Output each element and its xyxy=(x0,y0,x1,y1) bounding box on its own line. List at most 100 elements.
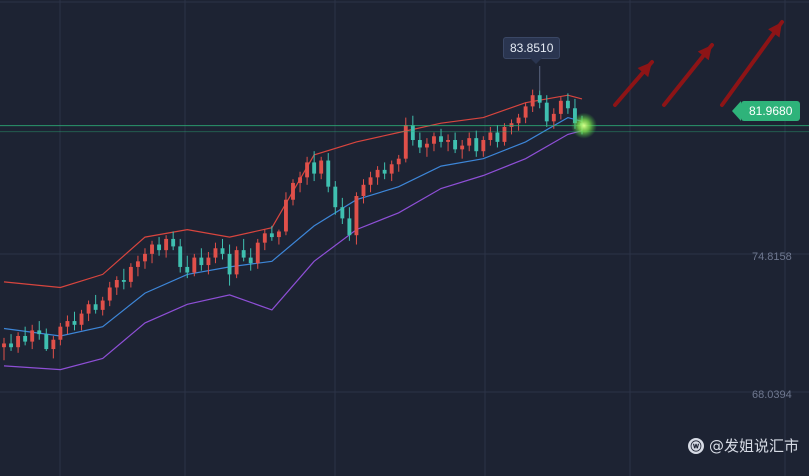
candle xyxy=(100,296,105,316)
candle xyxy=(192,253,197,277)
candle xyxy=(432,132,436,152)
candle xyxy=(305,156,310,185)
candle xyxy=(248,248,253,271)
candle xyxy=(453,132,458,154)
candle xyxy=(488,126,493,146)
weibo-icon: ⓦ xyxy=(687,437,704,454)
candle xyxy=(424,138,429,157)
candle-body xyxy=(2,343,6,348)
candle-body xyxy=(502,126,507,142)
candle xyxy=(340,197,345,224)
candle-body xyxy=(135,261,140,267)
candle-body xyxy=(312,162,317,174)
candle xyxy=(220,238,225,260)
candle-body xyxy=(446,140,451,142)
candle xyxy=(128,263,133,288)
candle xyxy=(171,231,176,251)
candle-body xyxy=(37,330,42,335)
candle xyxy=(537,90,542,109)
candle-body xyxy=(199,257,204,266)
candle xyxy=(121,268,126,290)
candle xyxy=(241,238,246,262)
candle xyxy=(403,117,408,163)
candle xyxy=(368,171,373,193)
candle-body xyxy=(128,266,133,282)
candle-body xyxy=(544,102,549,122)
candle-body xyxy=(424,143,429,148)
candle-body xyxy=(241,250,246,258)
candle xyxy=(530,89,535,112)
candle-body xyxy=(523,106,528,118)
candle xyxy=(227,244,232,286)
candle-body xyxy=(100,300,105,310)
candle-body xyxy=(58,326,63,340)
candle xyxy=(481,136,486,157)
candle xyxy=(284,192,288,236)
candle-body xyxy=(516,117,521,124)
candle-body xyxy=(565,100,570,109)
candle-body xyxy=(439,136,443,142)
candle-body xyxy=(453,140,458,150)
candle xyxy=(544,95,549,127)
candle xyxy=(333,181,338,215)
chart-overlays xyxy=(0,66,809,139)
candle xyxy=(234,246,239,279)
candle-body xyxy=(255,242,260,264)
candle xyxy=(51,336,56,359)
candle-body xyxy=(481,140,486,152)
candle xyxy=(262,229,267,251)
candle-body xyxy=(185,266,190,273)
candle-body xyxy=(354,196,359,236)
candle xyxy=(354,192,359,245)
candle-body xyxy=(333,186,338,208)
candle-body xyxy=(192,257,197,273)
candle-body xyxy=(178,246,183,267)
arrow-shaft xyxy=(720,20,784,107)
candle-body xyxy=(114,280,119,288)
candle-body xyxy=(269,233,274,238)
candle-body xyxy=(432,136,436,144)
candle xyxy=(439,128,443,148)
candle-body xyxy=(65,321,70,327)
candle-body xyxy=(319,160,324,174)
candle xyxy=(93,294,98,314)
candle-body xyxy=(389,164,394,174)
current-price-glow xyxy=(571,112,597,139)
candle-body xyxy=(537,95,542,103)
arrow-head xyxy=(697,45,712,61)
candle xyxy=(375,166,380,185)
candle xyxy=(178,238,183,273)
candle xyxy=(298,171,302,193)
candle-body xyxy=(488,132,493,140)
lower-band-line xyxy=(3,130,583,371)
candle-body xyxy=(234,250,239,275)
candle-body xyxy=(23,336,28,342)
candle xyxy=(467,132,472,152)
candle-body xyxy=(368,177,373,185)
candle xyxy=(516,113,521,131)
candle xyxy=(9,334,13,351)
candle-body xyxy=(79,313,84,325)
candle-body xyxy=(164,238,169,251)
candle-body xyxy=(467,138,472,146)
candle-body xyxy=(417,140,422,148)
candle xyxy=(164,235,169,258)
candle xyxy=(37,321,42,340)
candle-body xyxy=(93,304,98,310)
candle-body xyxy=(326,160,331,187)
candle xyxy=(410,115,415,146)
candle xyxy=(382,162,387,180)
candle-body xyxy=(248,257,253,264)
candle-body xyxy=(220,248,225,254)
candle xyxy=(114,276,119,295)
candle-body xyxy=(340,207,345,219)
candle xyxy=(361,179,366,204)
candle-body xyxy=(51,339,56,350)
candle-body xyxy=(213,248,218,258)
price-level-label: 68.0394 xyxy=(752,389,792,401)
candle-body xyxy=(72,321,77,325)
candle xyxy=(347,207,352,241)
